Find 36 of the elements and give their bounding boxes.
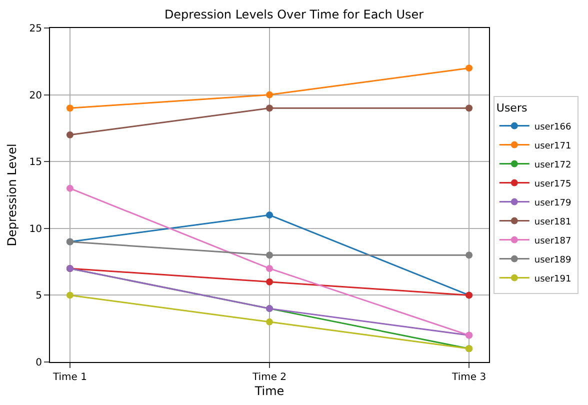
legend-label: user171 [534,141,572,152]
y-tick-label: 10 [29,224,42,235]
point [266,104,273,112]
point [266,212,273,219]
point [66,131,74,138]
legend-label: user191 [534,274,572,284]
x-axis-title: Time [254,384,284,398]
legend-label: user189 [534,255,572,266]
y-tick-label: 20 [29,90,42,102]
y-tick-label: 0 [36,358,42,368]
y-axis-title: Depression Level [5,144,19,246]
point [466,252,473,259]
point [266,264,273,272]
legend-label: user179 [534,198,572,208]
x-tick-label: Time 2 [251,372,287,383]
point [66,104,74,112]
point [266,91,273,98]
legend-label: user172 [534,160,572,170]
x-tick-label: Time 3 [451,372,486,383]
legend-label: user166 [534,122,572,132]
y-tick-label: 25 [29,24,42,34]
point [466,64,473,72]
point [266,318,273,326]
legend-label: user181 [534,217,572,228]
point [266,252,273,259]
legend-title: Users [496,101,528,114]
y-tick-label: 5 [36,290,42,302]
chart-title: Depression Levels Over Time for Each User [164,8,424,22]
x-tick-label: Time 1 [52,372,87,383]
legend-label: user175 [534,179,572,190]
legend-label: user187 [534,236,572,246]
point [466,104,473,112]
point [266,278,273,286]
point [66,292,74,299]
point [66,184,74,192]
y-tick-label: 15 [29,157,42,168]
